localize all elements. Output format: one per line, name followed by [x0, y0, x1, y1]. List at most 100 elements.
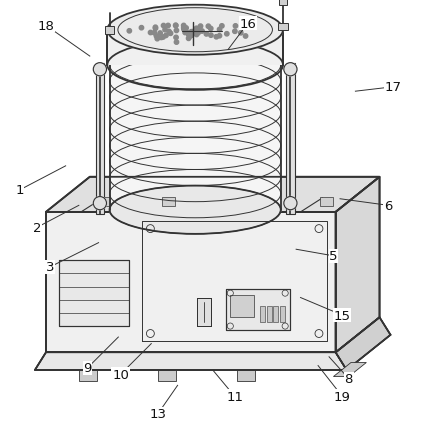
- Polygon shape: [226, 289, 290, 331]
- Circle shape: [204, 33, 209, 37]
- Circle shape: [183, 29, 187, 33]
- Circle shape: [182, 28, 186, 32]
- Circle shape: [242, 25, 246, 30]
- Circle shape: [184, 27, 188, 31]
- Circle shape: [239, 32, 243, 36]
- Circle shape: [153, 27, 158, 32]
- Text: 18: 18: [38, 20, 54, 33]
- Polygon shape: [109, 66, 281, 82]
- Circle shape: [174, 25, 178, 29]
- Circle shape: [187, 34, 191, 38]
- Circle shape: [233, 30, 237, 35]
- Polygon shape: [109, 162, 281, 178]
- Circle shape: [189, 30, 194, 35]
- Circle shape: [198, 29, 202, 33]
- Polygon shape: [162, 198, 175, 206]
- Polygon shape: [109, 130, 281, 146]
- Circle shape: [166, 24, 170, 28]
- Circle shape: [93, 197, 106, 210]
- Circle shape: [187, 35, 192, 39]
- Polygon shape: [278, 24, 288, 31]
- Polygon shape: [46, 212, 336, 353]
- Text: 13: 13: [149, 407, 166, 420]
- Circle shape: [182, 27, 186, 31]
- Polygon shape: [79, 370, 97, 381]
- Circle shape: [159, 36, 163, 41]
- Ellipse shape: [109, 186, 281, 234]
- Text: 5: 5: [329, 250, 338, 263]
- Circle shape: [182, 24, 186, 28]
- Polygon shape: [109, 194, 281, 210]
- Polygon shape: [158, 370, 176, 381]
- Circle shape: [174, 41, 179, 45]
- Circle shape: [174, 29, 179, 34]
- Text: 17: 17: [384, 81, 401, 94]
- Circle shape: [220, 25, 224, 29]
- Circle shape: [194, 27, 198, 32]
- Circle shape: [200, 30, 204, 34]
- Circle shape: [174, 24, 178, 28]
- Circle shape: [217, 35, 222, 39]
- Circle shape: [168, 32, 173, 36]
- Text: 3: 3: [46, 261, 54, 274]
- Circle shape: [191, 30, 195, 35]
- Circle shape: [158, 32, 162, 36]
- Circle shape: [189, 34, 194, 39]
- Polygon shape: [109, 178, 281, 194]
- Circle shape: [194, 33, 199, 38]
- Circle shape: [153, 26, 158, 30]
- Circle shape: [154, 35, 159, 39]
- Circle shape: [206, 25, 210, 29]
- Circle shape: [161, 24, 166, 28]
- Polygon shape: [105, 27, 114, 35]
- Circle shape: [187, 37, 191, 42]
- Polygon shape: [109, 82, 281, 98]
- Circle shape: [152, 32, 156, 36]
- Text: 6: 6: [384, 199, 392, 212]
- Polygon shape: [336, 177, 380, 353]
- Circle shape: [161, 36, 165, 40]
- Circle shape: [183, 31, 187, 35]
- Polygon shape: [46, 177, 380, 212]
- Circle shape: [164, 34, 168, 39]
- Circle shape: [214, 35, 218, 40]
- Circle shape: [196, 32, 200, 36]
- Polygon shape: [336, 318, 391, 370]
- Text: 9: 9: [83, 361, 92, 374]
- Circle shape: [284, 64, 297, 77]
- Text: 11: 11: [226, 390, 243, 403]
- Circle shape: [209, 34, 213, 38]
- Polygon shape: [334, 363, 366, 377]
- Circle shape: [127, 29, 132, 34]
- Polygon shape: [273, 307, 278, 322]
- Polygon shape: [59, 261, 129, 326]
- Circle shape: [243, 35, 248, 39]
- Text: 8: 8: [345, 372, 353, 385]
- Polygon shape: [320, 198, 334, 206]
- Polygon shape: [109, 146, 281, 162]
- Polygon shape: [96, 64, 104, 215]
- Polygon shape: [267, 307, 272, 322]
- Polygon shape: [279, 0, 288, 6]
- Circle shape: [148, 31, 153, 35]
- Circle shape: [198, 25, 203, 29]
- Circle shape: [233, 25, 237, 29]
- Polygon shape: [280, 307, 285, 322]
- Text: 15: 15: [334, 309, 351, 322]
- Polygon shape: [97, 198, 109, 206]
- Circle shape: [163, 28, 167, 33]
- Polygon shape: [197, 298, 211, 326]
- Circle shape: [167, 30, 171, 35]
- Text: 16: 16: [239, 18, 256, 31]
- Polygon shape: [286, 64, 295, 215]
- Circle shape: [225, 32, 229, 37]
- Polygon shape: [260, 307, 265, 322]
- Circle shape: [284, 197, 297, 210]
- Circle shape: [93, 64, 106, 77]
- Polygon shape: [237, 370, 255, 381]
- Text: 19: 19: [334, 390, 351, 403]
- Ellipse shape: [107, 6, 283, 56]
- Circle shape: [187, 32, 192, 36]
- Circle shape: [139, 26, 144, 31]
- Circle shape: [174, 36, 178, 40]
